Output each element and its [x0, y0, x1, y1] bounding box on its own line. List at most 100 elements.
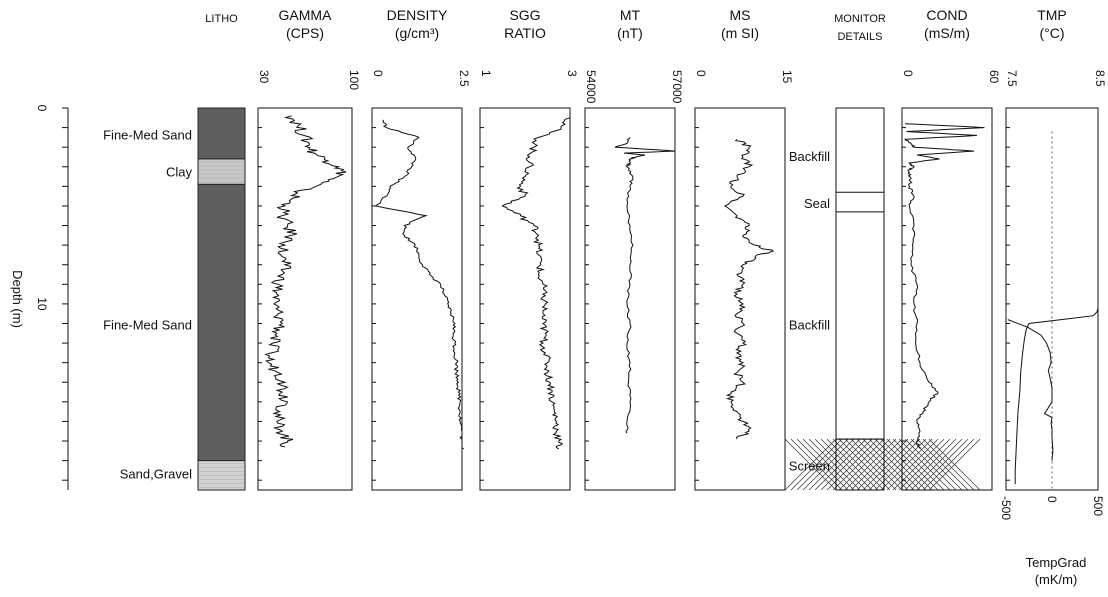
- tempgrad-axis-label: (mK/m): [1035, 572, 1078, 587]
- track-frame: [371, 107, 463, 491]
- monitor-label: Backfill: [789, 149, 830, 164]
- series-line-cond: [904, 123, 985, 449]
- track-header: SGG: [509, 7, 540, 23]
- track-tick-label: 54000: [584, 70, 598, 104]
- tempgrad-axis-label: TempGrad: [1026, 555, 1087, 570]
- track-header: (mS/m): [924, 25, 970, 41]
- track-tick-label: 0: [694, 70, 708, 77]
- track-header: MONITOR: [834, 13, 886, 25]
- track-header: MS: [730, 7, 751, 23]
- track-header: (nT): [617, 25, 643, 41]
- series-line-gamma: [264, 115, 347, 448]
- track-header: DENSITY: [387, 7, 448, 23]
- crosshatch-line: [844, 438, 897, 491]
- track-header: DETAILS: [837, 31, 882, 43]
- track-frame: [901, 107, 993, 491]
- track-tick-label: 0: [371, 70, 385, 77]
- track-header: MT: [620, 7, 641, 23]
- track-tick-label: 1: [479, 70, 493, 77]
- track-header: (m SI): [721, 25, 759, 41]
- track-header: (CPS): [286, 25, 324, 41]
- monitor-label: Screen: [789, 458, 830, 473]
- track-header: GAMMA: [279, 7, 333, 23]
- crosshatch-line: [790, 438, 843, 491]
- crosshatch-line: [802, 438, 855, 491]
- series-line-ms: [723, 138, 774, 440]
- track-frame: [257, 107, 353, 491]
- series-line-mt: [614, 137, 676, 434]
- track-tick-label: 57000: [670, 70, 684, 104]
- track-header: LITHO: [205, 13, 238, 25]
- track-header: COND: [926, 7, 967, 23]
- crosshatch-line: [838, 438, 891, 491]
- litho-layer: [197, 460, 246, 491]
- series-line-density: [374, 119, 465, 450]
- crosshatch-line: [868, 438, 921, 491]
- track-tick-label: 0: [901, 70, 915, 77]
- crosshatch-line: [928, 438, 981, 491]
- track-ms: MS (m SI) 0 15: [694, 7, 794, 491]
- litho-layer: [197, 107, 246, 160]
- track-tick-label: 100: [347, 70, 361, 90]
- crosshatch-line: [820, 438, 873, 491]
- series-line-tempgrad: [1007, 319, 1054, 461]
- track-tick-label: 3: [565, 70, 579, 77]
- track-tick-label: 15: [780, 70, 794, 84]
- crosshatch-line: [898, 438, 951, 491]
- track-frame: [694, 107, 786, 491]
- depth-tick-label: 0: [35, 105, 49, 112]
- litho-label: Fine-Med Sand: [103, 127, 192, 142]
- litho-label: Fine-Med Sand: [103, 317, 192, 332]
- series-line-sgg: [501, 117, 571, 450]
- litho-label: Sand,Gravel: [120, 466, 192, 481]
- track-tick-label: 2.5: [457, 70, 471, 87]
- crosshatch-line: [922, 438, 975, 491]
- crosshatch-line: [808, 438, 861, 491]
- track-sgg: SGG RATIO 1 3: [479, 7, 579, 491]
- crosshatch-line: [814, 438, 867, 491]
- tempgrad-tick-label: 500: [1091, 496, 1105, 516]
- litho-label: Clay: [166, 165, 193, 180]
- track-frame: [479, 107, 571, 491]
- track-tick-label: 60: [987, 70, 1001, 84]
- litho-layer: [197, 158, 246, 185]
- screen-border: [835, 438, 885, 491]
- crosshatch-line: [880, 438, 933, 491]
- track-tick-label: 8.5: [1093, 70, 1107, 87]
- crosshatch-line: [886, 438, 939, 491]
- track-header: RATIO: [504, 25, 546, 41]
- depth-tick-label: 10: [35, 297, 49, 311]
- track-litho: LITHO Fine-Med Sand Clay Fine-Med Sand Sand,…: [103, 13, 246, 491]
- tempgrad-tick-label: -500: [999, 496, 1013, 520]
- track-header: (g/cm³): [395, 25, 439, 41]
- track-tick-label: 7.5: [1005, 70, 1019, 87]
- track-header: TMP: [1037, 7, 1067, 23]
- crosshatch-line: [796, 438, 849, 491]
- tempgrad-tick-label: 0: [1045, 496, 1059, 503]
- track-header: (°C): [1039, 25, 1064, 41]
- crosshatch-line: [916, 438, 969, 491]
- track-density: DENSITY (g/cm³) 0 2.5: [371, 7, 471, 491]
- depth-axis-label: Depth (m): [10, 270, 25, 328]
- track-mt: MT (nT) 54000 57000: [584, 7, 684, 491]
- crosshatch-line: [784, 438, 837, 491]
- monitor-label: Backfill: [789, 317, 830, 332]
- crosshatch-line: [910, 438, 963, 491]
- crosshatch-line: [856, 438, 909, 491]
- track-tick-label: 30: [257, 70, 271, 84]
- track-gamma: GAMMA (CPS) 30 100: [257, 7, 361, 491]
- crosshatch-line: [862, 438, 915, 491]
- monitor-frame: [835, 107, 885, 491]
- track-cond: COND (mS/m) 0 60: [901, 7, 1001, 491]
- crosshatch-line: [832, 438, 885, 491]
- track-tmp: TMP (°C) 7.5 8.5 -500 0 500 TempGrad (mK/m): [999, 7, 1107, 587]
- track-frame: [584, 107, 676, 491]
- track-monitor: MONITOR DETAILS Backfill Seal Backfill Screen: [784, 13, 981, 491]
- crosshatch-line: [850, 438, 903, 491]
- depth-axis: 0 10 Depth (m): [10, 105, 69, 490]
- monitor-label: Seal: [804, 196, 830, 211]
- litho-layer: [197, 183, 246, 462]
- series-line-tmp: [1014, 147, 1099, 485]
- crosshatch-line: [904, 438, 957, 491]
